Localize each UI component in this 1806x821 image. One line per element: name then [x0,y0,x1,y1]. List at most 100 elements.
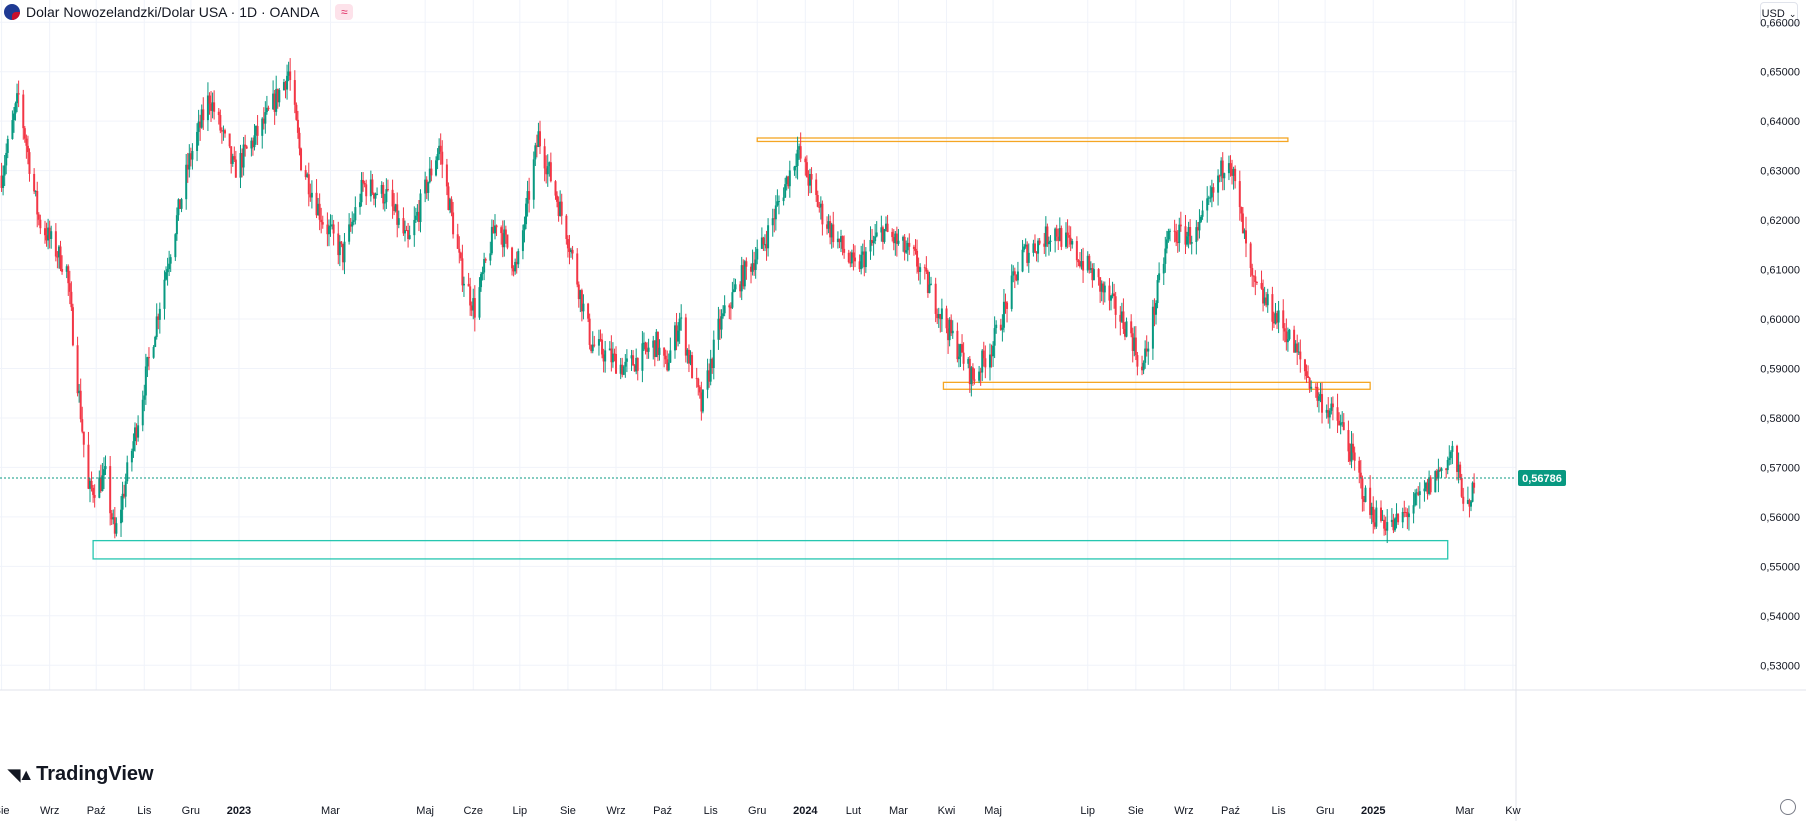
candle-body [1272,321,1275,324]
candle-body [1358,460,1361,473]
candle-body [993,328,996,346]
candle-body [1069,237,1072,245]
candle-body [385,189,388,203]
candle-body [883,229,886,242]
candle-body [1209,197,1212,199]
candle-body [1021,249,1024,272]
candle-body [815,179,818,196]
candle-body [926,271,929,294]
candle-body [1310,386,1313,389]
candle-body [231,156,234,164]
price-tick-label: 0,64000 [1760,116,1800,128]
waves-icon[interactable]: ≈ [335,4,354,20]
candle-body [799,146,802,159]
candle-body [147,357,150,359]
candle-body [743,261,746,287]
candle-body [635,357,638,372]
price-tick-label: 0,60000 [1760,314,1800,326]
candle-body [1195,227,1198,243]
candle-body [1057,236,1060,241]
candle-body [241,153,244,168]
tradingview-logo-icon: ◥▲ [8,766,34,784]
candle-body [1299,351,1302,360]
candle-body [59,246,62,270]
candle-body [940,308,943,320]
symbol-title[interactable]: Dolar Nowozelandzki/Dolar USA · 1D · OAN… [26,4,320,20]
candle-body [186,164,189,170]
candle-body [45,235,48,241]
candle-body [914,248,917,251]
candle-body [462,283,465,286]
candle-body [686,349,689,356]
candle-body [501,233,504,248]
candle-body [318,203,321,220]
candle-body [709,358,712,382]
candle-body [33,173,36,192]
candle-body [1314,386,1317,388]
gear-icon[interactable] [1780,799,1796,815]
candle-body [430,168,433,176]
candle-body [132,441,135,451]
candle-body [590,344,593,352]
candle-body [1227,163,1230,174]
candle-body [348,224,351,242]
candle-body [1426,482,1429,494]
candle-body [386,189,389,191]
time-tick-label: Kwi [938,805,956,817]
candle-body [658,347,661,355]
candle-body [349,224,352,227]
candle-body [402,218,405,234]
candle-body [652,340,655,348]
candle-body [1099,277,1102,292]
candle-body [1108,285,1111,301]
candle-body [1288,329,1291,340]
tradingview-logo[interactable]: ◥▲ TradingView [8,763,154,786]
candle-body [1401,512,1404,523]
candle-body [1243,230,1246,234]
candle-body [354,207,357,221]
candle-body [1178,224,1181,244]
candle-body [1412,505,1415,514]
candle-body [317,203,320,216]
candle-body [141,399,144,426]
candle-body [490,226,493,254]
candle-body [143,395,146,400]
candle-body [1380,507,1383,521]
currency-selector[interactable]: USD ⌄ [1760,2,1798,26]
time-tick-label: Lis [137,805,152,817]
candle-body [1080,261,1083,267]
price-tick-label: 0,58000 [1760,413,1800,425]
candle-body [163,279,166,309]
candle-body [380,184,383,194]
candle-body [1466,500,1469,504]
time-tick-label: Wrz [1174,805,1193,817]
candle-body [763,244,766,246]
candle-body [1221,160,1224,179]
candle-body [82,431,85,445]
candle-body [1440,468,1443,471]
candle-body [68,283,71,292]
candle-body [903,236,906,253]
candle-body [177,199,180,216]
candle-body [523,224,526,231]
candle-body [663,347,666,356]
candle-body [795,165,798,167]
candle-body [1068,235,1071,238]
candle-body [67,266,70,284]
candle-body [597,339,600,346]
candle-body [916,250,919,267]
candle-body [265,107,268,113]
candle-body [1321,394,1324,413]
candle-body [1262,288,1265,304]
candle-body [1032,243,1035,253]
candle-body [1200,216,1203,222]
time-axis: Sie Wrz Paź Lis Gru 2023 Mar Maj Cze Lip Sie Wrz Paź… [0,689,1806,817]
candle-body [810,174,813,180]
candle-body [793,166,796,171]
candle-body [785,176,788,185]
candle-body [1060,228,1063,247]
candle-body [175,215,178,235]
last-price-text: 0,56786 [1522,473,1562,485]
candle-body [1370,506,1373,515]
